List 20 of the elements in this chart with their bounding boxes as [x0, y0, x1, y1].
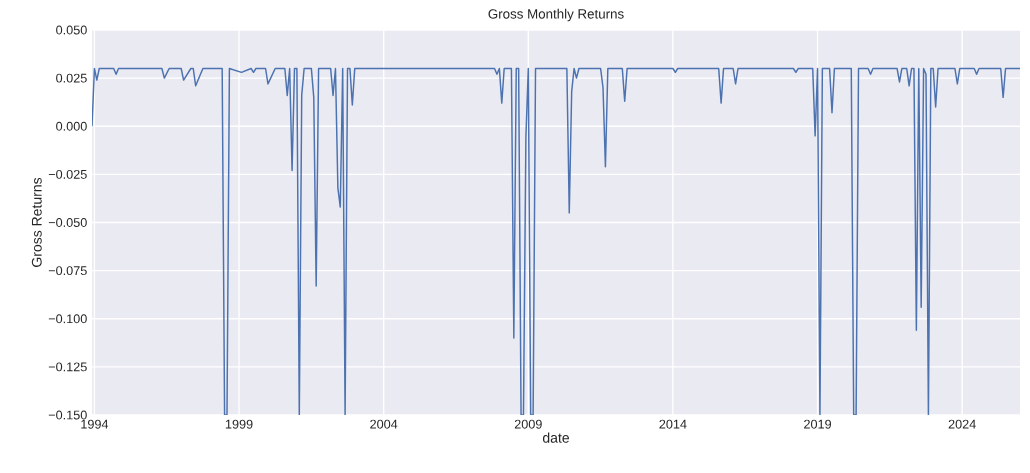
y-tick-label: −0.075	[48, 266, 87, 276]
y-tick-label: 0.050	[56, 25, 87, 35]
y-tick-label: −0.125	[48, 362, 87, 372]
y-tick-label: −0.025	[48, 169, 87, 179]
y-tick-label: 0.000	[56, 121, 87, 131]
x-tick-label: 2014	[659, 419, 687, 429]
chart-title: Gross Monthly Returns	[488, 8, 624, 22]
x-tick-label: 1994	[81, 419, 109, 429]
x-tick-label: 2024	[948, 419, 976, 429]
x-tick-label: 2009	[514, 419, 542, 429]
y-axis-title: Gross Returns	[31, 177, 42, 267]
line-series	[92, 67, 1021, 415]
x-tick-label: 2004	[370, 419, 398, 429]
x-tick-label: 1999	[225, 419, 253, 429]
x-axis-title: date	[542, 432, 569, 443]
y-tick-label: −0.050	[48, 218, 87, 227]
x-tick-label: 2019	[804, 419, 832, 429]
y-tick-label: 0.025	[56, 73, 87, 83]
y-tick-label: −0.100	[48, 314, 87, 324]
y-tick-label: −0.150	[48, 410, 87, 420]
